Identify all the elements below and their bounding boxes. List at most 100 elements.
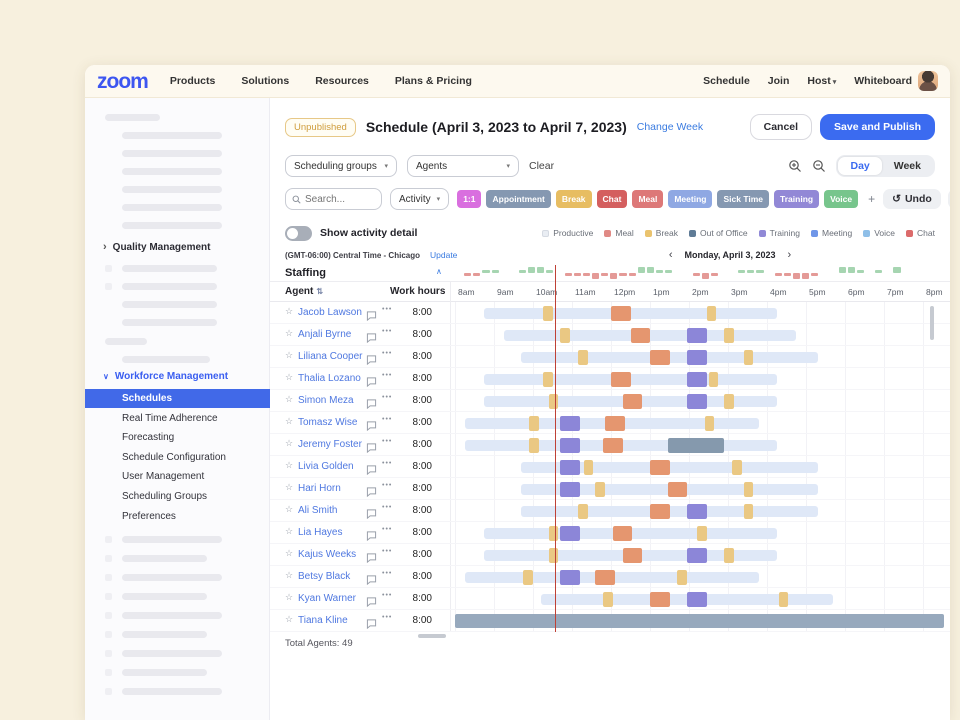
activity-block-break[interactable] bbox=[724, 548, 734, 563]
chat-bubble-icon[interactable] bbox=[366, 308, 377, 326]
activity-block-meal[interactable] bbox=[622, 548, 643, 563]
activity-block-training[interactable] bbox=[560, 416, 580, 431]
activity-block-ooo[interactable] bbox=[667, 438, 725, 453]
scheduling-groups-dropdown[interactable]: Scheduling groups ▾ bbox=[285, 155, 397, 177]
activity-block-break[interactable] bbox=[523, 570, 533, 585]
activity-block-meal[interactable] bbox=[612, 526, 633, 541]
activity-block-break[interactable] bbox=[704, 416, 715, 431]
activity-block-meal[interactable] bbox=[611, 372, 631, 387]
activity-block-break[interactable] bbox=[724, 394, 734, 409]
activity-block-break[interactable] bbox=[595, 482, 606, 497]
activity-block-training[interactable] bbox=[687, 592, 707, 607]
activity-block-training[interactable] bbox=[687, 504, 707, 519]
activity-block-break[interactable] bbox=[731, 460, 742, 475]
agent-name-link[interactable]: Jacob Lawson bbox=[298, 307, 362, 318]
activity-dropdown[interactable]: Activity ▾ bbox=[390, 188, 450, 210]
favorite-star-icon[interactable]: ☆ bbox=[285, 350, 294, 360]
favorite-star-icon[interactable]: ☆ bbox=[285, 460, 294, 470]
agents-dropdown[interactable]: Agents ▾ bbox=[407, 155, 519, 177]
agent-name-link[interactable]: Kyan Warner bbox=[298, 593, 356, 604]
add-activity-button[interactable]: + bbox=[868, 192, 876, 206]
zoom-logo[interactable]: zoom bbox=[97, 69, 149, 93]
activity-block-break[interactable] bbox=[529, 438, 539, 453]
favorite-star-icon[interactable]: ☆ bbox=[285, 306, 294, 316]
activity-chip-meeting[interactable]: Meeting bbox=[668, 190, 713, 208]
show-activity-detail-toggle[interactable] bbox=[285, 225, 312, 241]
favorite-star-icon[interactable]: ☆ bbox=[285, 548, 294, 558]
activity-block-meal[interactable] bbox=[630, 328, 650, 343]
activity-block-break[interactable] bbox=[560, 328, 571, 343]
chat-bubble-icon[interactable] bbox=[366, 506, 377, 524]
row-more-options-button[interactable]: ••• bbox=[382, 504, 393, 511]
row-more-options-button[interactable]: ••• bbox=[382, 328, 393, 335]
agent-name-link[interactable]: Kajus Weeks bbox=[298, 549, 357, 560]
activity-block-break[interactable] bbox=[548, 526, 559, 541]
favorite-star-icon[interactable]: ☆ bbox=[285, 504, 294, 514]
activity-block-training[interactable] bbox=[560, 526, 580, 541]
activity-block-training[interactable] bbox=[687, 394, 707, 409]
row-more-options-button[interactable]: ••• bbox=[382, 592, 393, 599]
agent-name-link[interactable]: Thalia Lozano bbox=[298, 373, 361, 384]
activity-block-training[interactable] bbox=[560, 570, 580, 585]
sidebar-item-user-management[interactable]: User Management bbox=[122, 471, 205, 483]
activity-block-break[interactable] bbox=[577, 350, 588, 365]
activity-block-break[interactable] bbox=[529, 416, 539, 431]
activity-chip-break[interactable]: Break bbox=[555, 190, 592, 208]
activity-block-break[interactable] bbox=[743, 482, 754, 497]
favorite-star-icon[interactable]: ☆ bbox=[285, 526, 294, 536]
agent-name-link[interactable]: Hari Horn bbox=[298, 483, 341, 494]
activity-chip-voice[interactable]: Voice bbox=[824, 190, 859, 208]
activity-block-meal[interactable] bbox=[667, 482, 688, 497]
agent-name-link[interactable]: Simon Meza bbox=[298, 395, 354, 406]
chat-bubble-icon[interactable] bbox=[366, 374, 377, 392]
favorite-star-icon[interactable]: ☆ bbox=[285, 372, 294, 382]
nav-link-schedule[interactable]: Schedule bbox=[703, 75, 750, 87]
activity-chip-1-1[interactable]: 1:1 bbox=[457, 190, 482, 208]
row-more-options-button[interactable]: ••• bbox=[382, 394, 393, 401]
agent-name-link[interactable]: Tiana Kline bbox=[298, 615, 348, 626]
chat-bubble-icon[interactable] bbox=[366, 572, 377, 590]
row-more-options-button[interactable]: ••• bbox=[382, 482, 393, 489]
agent-name-link[interactable]: Betsy Black bbox=[298, 571, 351, 582]
activity-block-training[interactable] bbox=[560, 460, 580, 475]
favorite-star-icon[interactable]: ☆ bbox=[285, 592, 294, 602]
row-more-options-button[interactable]: ••• bbox=[382, 526, 393, 533]
activity-block-meal[interactable] bbox=[650, 350, 670, 365]
agent-name-link[interactable]: Tomasz Wise bbox=[298, 417, 358, 428]
favorite-star-icon[interactable]: ☆ bbox=[285, 614, 294, 624]
chat-bubble-icon[interactable] bbox=[366, 594, 377, 612]
activity-block-break[interactable] bbox=[677, 570, 688, 585]
chat-bubble-icon[interactable] bbox=[366, 616, 377, 632]
undo-button[interactable]: ↺ Undo bbox=[883, 189, 941, 209]
activity-block-meal[interactable] bbox=[603, 438, 623, 453]
sidebar-item-scheduling-groups[interactable]: Scheduling Groups bbox=[122, 491, 208, 502]
activity-block-break[interactable] bbox=[603, 592, 613, 607]
agent-name-link[interactable]: Livia Golden bbox=[298, 461, 354, 472]
favorite-star-icon[interactable]: ☆ bbox=[285, 328, 294, 338]
favorite-star-icon[interactable]: ☆ bbox=[285, 438, 294, 448]
nav-link-products[interactable]: Products bbox=[169, 75, 216, 87]
chat-bubble-icon[interactable] bbox=[366, 440, 377, 458]
zoom-in-icon[interactable] bbox=[788, 159, 802, 173]
activity-block-training[interactable] bbox=[560, 482, 580, 497]
activity-block-break[interactable] bbox=[548, 548, 559, 563]
activity-block-training[interactable] bbox=[687, 372, 707, 387]
chat-bubble-icon[interactable] bbox=[366, 418, 377, 436]
chat-bubble-icon[interactable] bbox=[366, 330, 377, 348]
redo-button[interactable]: ↻Redo bbox=[947, 189, 950, 209]
week-tab[interactable]: Week bbox=[893, 160, 921, 172]
row-more-options-button[interactable]: ••• bbox=[382, 460, 393, 467]
sort-icon[interactable]: ⇅ bbox=[316, 287, 324, 296]
activity-block-break[interactable] bbox=[583, 460, 594, 475]
next-day-button[interactable]: › bbox=[787, 249, 792, 261]
row-more-options-button[interactable]: ••• bbox=[382, 416, 393, 423]
cancel-button[interactable]: Cancel bbox=[749, 114, 813, 140]
save-publish-button[interactable]: Save and Publish bbox=[820, 114, 935, 140]
day-tab[interactable]: Day bbox=[838, 157, 882, 175]
activity-block-meal[interactable] bbox=[622, 394, 643, 409]
prev-day-button[interactable]: ‹ bbox=[668, 249, 673, 261]
nav-link-whiteboard[interactable]: Whiteboard bbox=[854, 75, 912, 87]
update-timezone-link[interactable]: Update bbox=[430, 250, 458, 260]
activity-block-break[interactable] bbox=[542, 306, 553, 321]
agent-name-link[interactable]: Lia Hayes bbox=[298, 527, 343, 538]
